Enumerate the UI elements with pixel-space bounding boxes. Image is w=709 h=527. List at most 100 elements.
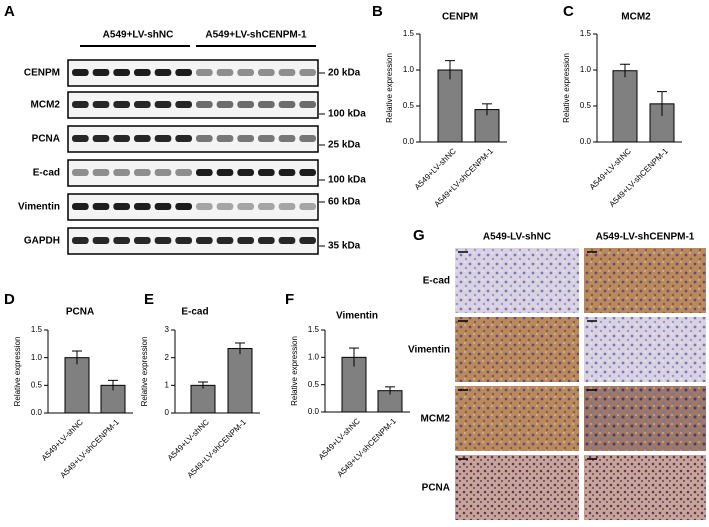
band (154, 237, 172, 244)
row-label: CENPM (24, 68, 60, 79)
group-label: A549+LV-shNC (103, 30, 174, 41)
y-tick-label: 1.0 (580, 65, 592, 74)
band (216, 237, 234, 244)
row-label: GAPDH (24, 236, 60, 247)
group-label: A549+LV-shCENPM-1 (205, 30, 307, 41)
column-label: A549-LV-shNC (483, 232, 551, 243)
x-tick-label: A549+LV-shCENPM-1 (336, 416, 399, 479)
band (113, 169, 130, 176)
band (237, 101, 254, 108)
band (258, 135, 275, 142)
y-tick-label: 0.0 (308, 407, 320, 416)
band (278, 101, 296, 108)
band (237, 203, 254, 210)
band (154, 135, 172, 142)
row-label: Vimentin (18, 202, 60, 213)
ihc-image (455, 317, 579, 382)
band (113, 101, 130, 108)
panel-label: D (4, 291, 15, 308)
y-tick-label: 1 (165, 380, 170, 389)
row-label: PCNA (422, 483, 450, 494)
y-tick-label: 0.0 (31, 408, 43, 417)
y-tick-label: 0.0 (580, 137, 592, 146)
band (175, 169, 192, 176)
band (72, 101, 89, 108)
band (134, 169, 151, 176)
chart-title: E-cad (181, 307, 208, 318)
y-tick-label: 0 (165, 408, 170, 417)
band (258, 169, 275, 176)
band (196, 169, 213, 176)
chart-title: PCNA (66, 307, 94, 318)
y-axis-label: Relative expression (140, 337, 149, 407)
band (216, 101, 234, 108)
band (175, 135, 192, 142)
band (299, 135, 316, 142)
ihc-image (584, 455, 706, 520)
band (134, 203, 151, 210)
chart-title: CENPM (442, 12, 478, 23)
band (134, 101, 151, 108)
marker-label: 25 kDa (328, 140, 361, 151)
band (175, 101, 192, 108)
y-tick-label: 2 (165, 353, 170, 362)
blot-box (67, 193, 319, 221)
row-label: MCM2 (421, 414, 451, 425)
band (237, 135, 254, 142)
y-tick-label: 0.5 (403, 101, 415, 110)
band (92, 69, 110, 76)
band (216, 203, 234, 210)
ihc-image (584, 386, 706, 451)
band (196, 237, 213, 244)
band (216, 169, 234, 176)
x-tick-label: A549+LV-shCENPM-1 (59, 417, 122, 480)
bar (190, 384, 216, 414)
band (175, 237, 192, 244)
y-tick-label: 0.5 (580, 101, 592, 110)
band (258, 237, 275, 244)
ihc-image (584, 317, 706, 382)
band (72, 203, 89, 210)
y-tick-label: 1.0 (31, 353, 43, 362)
band (92, 101, 110, 108)
marker-label: 60 kDa (328, 197, 361, 208)
band (72, 69, 89, 76)
band (196, 135, 213, 142)
panel-label: C (563, 3, 574, 20)
y-axis-label: Relative expression (13, 337, 22, 407)
band (278, 237, 296, 244)
band (113, 237, 130, 244)
band (92, 169, 110, 176)
band (154, 169, 172, 176)
band (154, 101, 172, 108)
marker-label: 100 kDa (328, 175, 366, 186)
ihc-image (455, 455, 579, 520)
band (216, 69, 234, 76)
y-tick-label: 0.5 (308, 380, 320, 389)
panel-label: F (285, 291, 294, 308)
y-tick-label: 1.5 (308, 325, 320, 334)
panel-label: G (413, 227, 425, 244)
row-label: Vimentin (408, 345, 450, 356)
y-axis-label: Relative expression (562, 53, 571, 123)
blot-box (67, 91, 319, 119)
ihc-image (455, 248, 579, 313)
blot-box (67, 159, 319, 187)
band (299, 203, 316, 210)
band (299, 69, 316, 76)
y-tick-label: 3 (165, 325, 170, 334)
band (278, 169, 296, 176)
band (196, 101, 213, 108)
band (196, 69, 213, 76)
blot-box (67, 227, 319, 255)
band (72, 135, 89, 142)
row-label: MCM2 (31, 100, 61, 111)
band (175, 203, 192, 210)
band (72, 237, 89, 244)
band (92, 203, 110, 210)
chart-title: Vimentin (336, 311, 378, 322)
bar (612, 70, 638, 143)
band (113, 69, 130, 76)
band (258, 203, 275, 210)
